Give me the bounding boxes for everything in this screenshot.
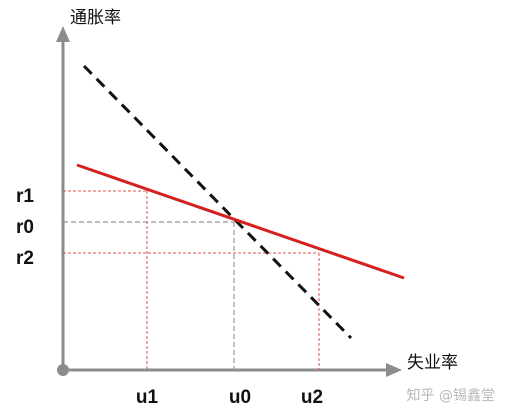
y-axis-arrowhead — [56, 26, 70, 42]
x-axis-arrowhead — [386, 363, 402, 377]
x-tick-u2: u2 — [301, 387, 323, 408]
black-dashed-line — [82, 64, 353, 340]
x-axis-title: 失业率 — [407, 353, 458, 373]
watermark-text: 知乎 @锡鑫堂 — [407, 387, 495, 404]
y-axis-title: 通胀率 — [70, 8, 121, 28]
y-tick-r2: r2 — [16, 248, 34, 269]
y-tick-r1: r1 — [16, 186, 34, 207]
origin-dot — [57, 364, 69, 376]
x-tick-u0: u0 — [229, 387, 251, 408]
x-tick-u1: u1 — [136, 387, 159, 408]
y-tick-r0: r0 — [16, 217, 34, 238]
red-line — [76, 163, 405, 280]
